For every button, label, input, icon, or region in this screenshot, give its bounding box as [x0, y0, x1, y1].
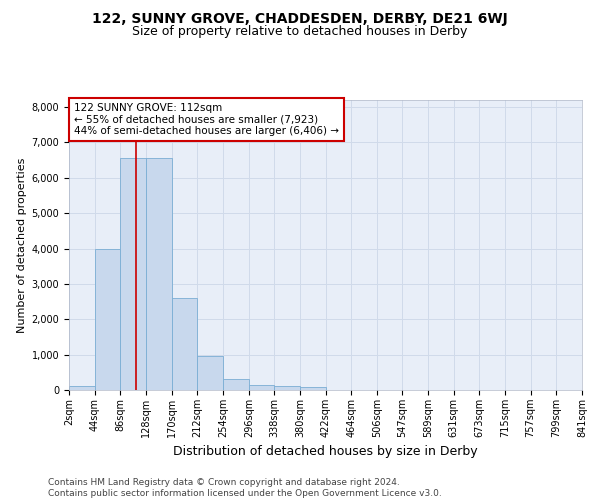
Bar: [172, 298, 197, 390]
Text: Contains HM Land Registry data © Crown copyright and database right 2024.
Contai: Contains HM Land Registry data © Crown c…: [48, 478, 442, 498]
Bar: [121, 158, 146, 390]
Bar: [197, 356, 223, 390]
Text: 122 SUNNY GROVE: 112sqm
← 55% of detached houses are smaller (7,923)
44% of semi: 122 SUNNY GROVE: 112sqm ← 55% of detache…: [74, 103, 339, 136]
Bar: [146, 158, 172, 390]
Bar: [95, 248, 121, 390]
Text: 122, SUNNY GROVE, CHADDESDEN, DERBY, DE21 6WJ: 122, SUNNY GROVE, CHADDESDEN, DERBY, DE2…: [92, 12, 508, 26]
Bar: [249, 386, 274, 390]
Bar: [223, 378, 249, 390]
Y-axis label: Number of detached properties: Number of detached properties: [17, 158, 28, 332]
Bar: [69, 386, 95, 390]
Text: Size of property relative to detached houses in Derby: Size of property relative to detached ho…: [133, 25, 467, 38]
X-axis label: Distribution of detached houses by size in Derby: Distribution of detached houses by size …: [173, 446, 478, 458]
Bar: [300, 387, 326, 390]
Bar: [274, 386, 300, 390]
